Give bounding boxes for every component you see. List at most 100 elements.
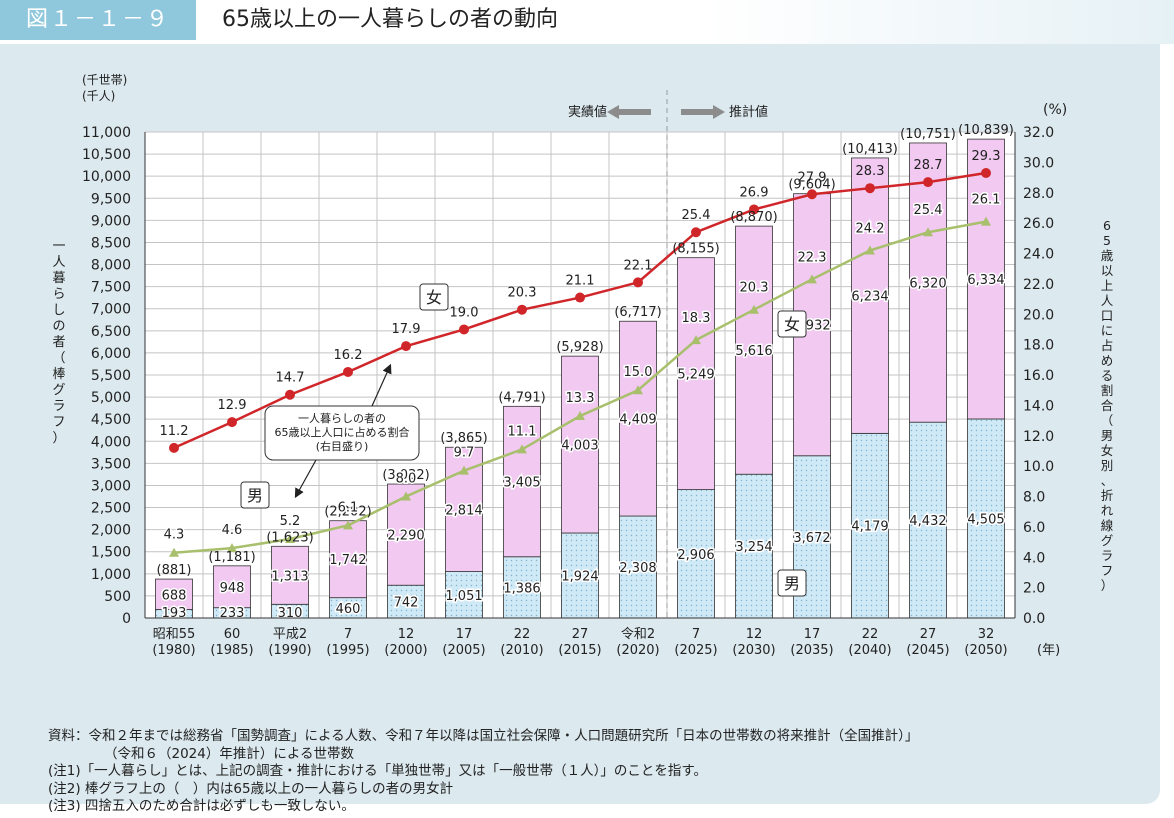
- bar-male: [445, 571, 483, 619]
- right-unit: (%): [1043, 102, 1067, 118]
- bar-female: [851, 157, 889, 434]
- right-axis-title-char: め: [1101, 353, 1114, 368]
- right-axis-title-char: 男: [1101, 428, 1114, 443]
- x-tick-label: 12: [746, 627, 763, 642]
- male-ratio-label: 4.3: [164, 528, 185, 543]
- male-ratio-point: [575, 411, 585, 421]
- male-value-label: 2,308: [619, 561, 656, 576]
- right-axis-title-char: に: [1101, 323, 1114, 338]
- female-value-label: 688: [162, 588, 187, 603]
- y-tick-right: 8.0: [1023, 490, 1045, 506]
- right-axis-title-char: る: [1101, 368, 1114, 383]
- male-ratio-label: 9.7: [454, 446, 475, 461]
- bar-female: [329, 520, 367, 599]
- y-tick-right: 14.0: [1023, 398, 1054, 414]
- male-ratio-label: 8.0: [396, 472, 417, 487]
- female-ratio-point: [343, 366, 353, 377]
- female-value-label: 6,334: [967, 273, 1004, 288]
- male-ratio-label: 22.3: [798, 250, 827, 265]
- y-tick-right: 26.0: [1023, 216, 1054, 232]
- bar-male: [735, 473, 773, 619]
- total-value-label: (10,413): [842, 142, 898, 157]
- x-tick-year: (1995): [326, 643, 369, 658]
- male-ratio-point: [343, 520, 353, 530]
- male-ratio-label: 24.2: [856, 221, 885, 236]
- y-tick-right: 30.0: [1023, 155, 1054, 171]
- right-axis-title-char: グ: [1101, 533, 1114, 548]
- bar-female: [387, 483, 425, 586]
- female-value-label: 6,234: [851, 290, 888, 305]
- male-value-label: 460: [336, 602, 361, 617]
- right-axis-title-char: （: [1101, 413, 1114, 428]
- male-value-label: 1,386: [503, 581, 540, 596]
- male-value-label: 233: [220, 606, 245, 621]
- bar-female: [213, 565, 251, 609]
- y-tick-left: 7,500: [91, 280, 131, 296]
- bar-male: [503, 556, 541, 619]
- y-tick-left: 2,500: [91, 501, 131, 517]
- female-value-label: 1,742: [329, 553, 366, 568]
- chart-panel: 193 688 (881) 11.2 4.3 233 948 (1,181) 12.9 4.6 31…: [0, 44, 1160, 814]
- right-axis-title-char: 折: [1101, 488, 1114, 503]
- right-axis-title-char: 5: [1103, 233, 1111, 248]
- x-tick-year: (2040): [848, 643, 891, 658]
- y-tick-left: 1,500: [91, 545, 131, 561]
- bar-female: [735, 225, 773, 475]
- x-tick-year: (2025): [674, 643, 717, 658]
- female-ratio-label: 20.3: [508, 286, 537, 301]
- y-tick-left: 5,500: [91, 368, 131, 384]
- bar-female: [155, 578, 193, 610]
- y-tick-left: 2,000: [91, 523, 131, 539]
- y-tick-left: 3,500: [91, 456, 131, 472]
- x-tick-year: (2000): [384, 643, 427, 658]
- female-ratio-point: [575, 292, 585, 303]
- total-value-label: (9,604): [788, 178, 835, 193]
- bar-female: [271, 545, 309, 605]
- y-tick-right: 6.0: [1023, 520, 1045, 536]
- female-ratio-point: [517, 304, 527, 315]
- male-value-label: 1,051: [445, 589, 482, 604]
- right-axis-title-char: フ: [1101, 563, 1114, 578]
- female-ratio-point: [691, 227, 701, 238]
- combo-chart: 193 688 (881) 11.2 4.3 233 948 (1,181) 12.9 4.6 31…: [52, 73, 1114, 658]
- x-tick-year: (2005): [442, 643, 485, 658]
- x-tick-label: 27: [920, 627, 937, 642]
- bar-female: [619, 320, 657, 517]
- female-ratio-label: 25.4: [682, 208, 711, 223]
- female-value-label: 4,003: [561, 439, 598, 454]
- x-tick-label: 平成2: [273, 627, 307, 642]
- arrow-right-head: [713, 105, 725, 119]
- x-tick-label: 令和2: [621, 627, 655, 642]
- female-value-label: 1,313: [271, 569, 308, 584]
- x-tick-label: 7: [344, 627, 352, 642]
- y-tick-left: 10,000: [82, 169, 131, 185]
- male-ratio-point: [633, 385, 643, 395]
- bar-male: [619, 515, 657, 619]
- right-axis-title-char: ラ: [1101, 548, 1114, 563]
- left-axis-title-char: 人: [52, 255, 65, 270]
- x-tick-year: (2020): [616, 643, 659, 658]
- male-ratio-label: 20.3: [740, 281, 769, 296]
- notes: 資料：令和２年までは総務省「国勢調査」による人数、令和７年以降は国立社会保障・人…: [48, 728, 918, 816]
- x-tick-label: 22: [862, 627, 879, 642]
- callout-line: 一人暮らしの者の: [298, 411, 386, 425]
- y-tick-left: 9,500: [91, 191, 131, 207]
- male-ratio-point: [517, 444, 527, 454]
- male-value-label: 742: [394, 596, 419, 611]
- female-value-label: 948: [220, 581, 245, 596]
- male-ratio-point: [807, 274, 817, 284]
- left-axis-title-char: 棒: [52, 367, 65, 382]
- y-tick-right: 0.0: [1023, 611, 1045, 627]
- note-2: (注2) 棒グラフ上の（ ）内は65歳以上の一人暮らしの者の男女計: [48, 780, 454, 797]
- total-value-label: (1,623): [266, 530, 313, 545]
- total-value-label: (10,751): [900, 127, 956, 142]
- female-ratio-label: 29.3: [972, 149, 1001, 164]
- y-tick-right: 18.0: [1023, 338, 1054, 354]
- total-value-label: (8,155): [672, 242, 719, 257]
- female-ratio-label: 21.1: [566, 274, 595, 289]
- male-ratio-label: 26.1: [972, 193, 1001, 208]
- total-value-label: (4,791): [498, 390, 545, 405]
- x-tick-label: 17: [456, 627, 473, 642]
- male-ratio-label: 5.2: [280, 514, 301, 529]
- total-value-label: (1,181): [208, 550, 255, 565]
